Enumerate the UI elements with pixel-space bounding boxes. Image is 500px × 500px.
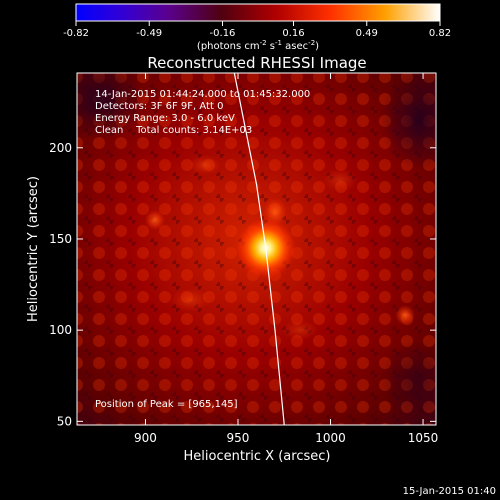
colorbar-ticks: -0.82 -0.49 -0.16 0.16 0.49 0.82 [63,21,451,39]
colorbar-tick-label: 0.82 [429,28,451,39]
colorbar-tick-label: -0.16 [210,28,236,39]
x-tick-label: 1050 [408,431,439,445]
x-tick-label: 1000 [315,431,346,445]
y-axis-ticks: 50 100 150 200 [49,141,436,428]
x-tick-label: 950 [227,431,250,445]
y-tick-label: 100 [49,323,72,337]
y-tick-label: 200 [49,141,72,155]
colorbar-units: (photons cm-2 s-1 asec-2) [197,39,319,52]
x-axis-ticks: 900 950 1000 1050 [134,73,438,445]
colorbar-tick-label: 0.16 [282,28,304,39]
solar-limb [233,73,285,425]
colorbar: -0.82 -0.49 -0.16 0.16 0.49 0.82 (photons cm-… [63,3,451,52]
x-tick-label: 900 [134,431,157,445]
colorbar-gradient [75,3,441,22]
x-axis-label: Heliocentric X (arcsec) [184,449,331,464]
colorbar-tick-label: -0.82 [63,28,89,39]
annotations: 14-Jan-2015 01:44:24.000 to 01:45:32.000… [95,89,310,410]
colorbar-tick-label: -0.49 [136,28,162,39]
footer-date: 15-Jan-2015 01:40 [403,486,496,497]
annotation-time: 14-Jan-2015 01:44:24.000 to 01:45:32.000 [95,89,310,100]
annotation-energy: Energy Range: 3.0 - 6.0 keV [95,113,235,124]
plot-frame [76,72,437,426]
y-tick-label: 150 [49,232,72,246]
annotation-counts: Clean Total counts: 3.14E+03 [95,125,252,136]
colorbar-tick-label: 0.49 [356,28,378,39]
peak-position-label: Position of Peak = [965,145] [95,399,238,410]
y-tick-label: 50 [57,414,72,428]
heatmap-image [77,73,436,425]
y-axis-label: Heliocentric Y (arcsec) [26,176,41,322]
annotation-detectors: Detectors: 3F 6F 9F, Att 0 [95,101,223,112]
chart-title: Reconstructed RHESSI Image [147,54,366,72]
